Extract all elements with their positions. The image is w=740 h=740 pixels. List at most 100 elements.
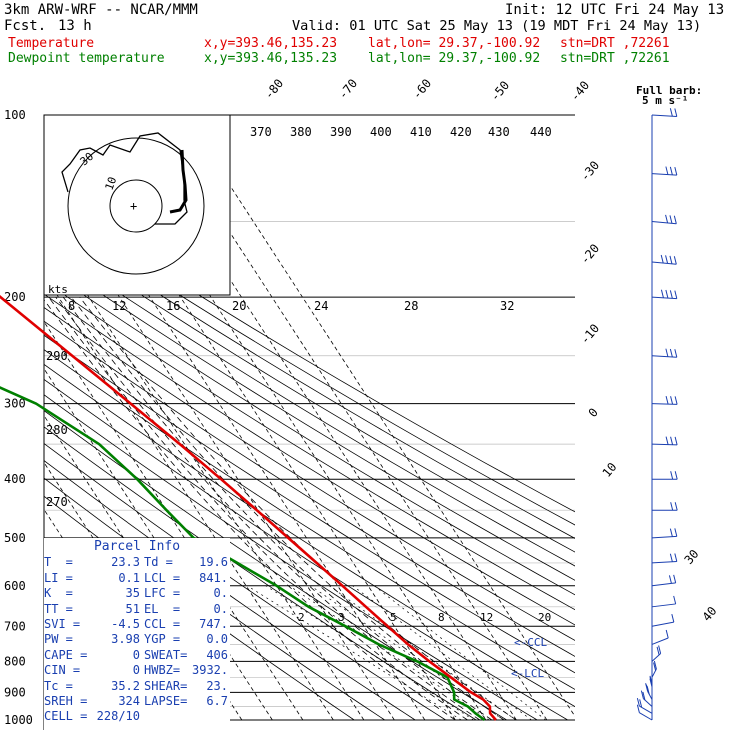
parcel-param-label: T = (44, 555, 73, 570)
moist-adiabat-line (55, 296, 481, 721)
hodograph-ring-outer (67, 137, 205, 275)
parcel-row: T = 23.3 Td = 19.6 (44, 555, 230, 570)
mixing-ratio-lower-label: 8 (438, 611, 445, 624)
wind-barb (636, 704, 653, 721)
dry-adiabat-line (44, 349, 575, 690)
hodograph-origin: + (130, 199, 137, 213)
isotherm-line (61, 115, 456, 721)
theta-left-label: 290 (46, 349, 68, 363)
parcel-row: CAPE = 0 SWEAT= 406 (44, 648, 230, 663)
isotherm-label: -10 (578, 321, 603, 347)
theta-label: 410 (410, 125, 432, 139)
mixing-ratio-lower-label: 12 (480, 611, 493, 624)
dry-adiabat-line (44, 363, 575, 708)
moist-adiabat-line (48, 296, 468, 721)
isotherm-label: -40 (568, 78, 593, 104)
parcel-param-value: 0.1 (118, 570, 140, 585)
temperature-latlon: lat,lon= 29.37,-100.92 (368, 36, 541, 51)
parcel-param-value: 6.7 (206, 694, 228, 709)
isotherm-line (92, 115, 487, 721)
dewpoint-profile (0, 386, 486, 722)
wind-barb (651, 254, 677, 265)
mixing-ratio-label: 32 (500, 299, 514, 313)
wind-barb (649, 675, 653, 693)
wind-barb (651, 595, 677, 608)
theta-label: 390 (330, 125, 352, 139)
mixing-ratio-line (247, 585, 462, 721)
mixing-ratio-labels: 8 12 16 20 24 28 322 3 5 8 12 20 (68, 299, 551, 624)
mixing-ratio-label: 8 (68, 299, 75, 313)
theta-label: 380 (290, 125, 312, 139)
pressure-label: 300 (4, 397, 26, 411)
temperature-line (0, 294, 497, 721)
dry-adiabat-line (44, 378, 568, 721)
isotherm-line (44, 180, 395, 721)
parcel-param-label: HWBZ= (144, 663, 181, 678)
dry-adiabat-line (44, 230, 575, 553)
parcel-param-label: SREH = (44, 694, 88, 709)
wind-barb (651, 436, 678, 446)
parcel-param-value: 747. (199, 617, 228, 632)
parcel-row: K = 35 LFC = 0. (44, 586, 230, 601)
pressure-label: 800 (4, 654, 26, 668)
parcel-row: SREH = 324 LAPSE= 6.7 (44, 694, 230, 709)
wind-barb (651, 553, 678, 564)
parcel-param-label: SHEAR= (144, 678, 188, 693)
mixing-ratio-line (373, 585, 547, 721)
dry-adiabat-line (44, 306, 575, 641)
isotherm-label: 10 (600, 460, 620, 480)
parcel-param-label: CELL = (44, 709, 88, 724)
temperature-stn: stn=DRT ,72261 (560, 36, 670, 51)
wind-barb (640, 690, 653, 707)
isotherm-label: 30 (682, 547, 702, 567)
theta-labels: 370 380 390 400 410 420 430 440 290 280 270 (46, 125, 552, 509)
mixing-ratio-line (352, 585, 532, 721)
pressure-label: 1000 (4, 713, 33, 727)
theta-label: 440 (530, 125, 552, 139)
pressure-label: 500 (4, 531, 26, 545)
parcel-param-label: LCL = (144, 570, 181, 585)
wind-barb (651, 528, 678, 539)
isotherm-line (44, 133, 426, 721)
parcel-param-label: SWEAT= (144, 647, 188, 662)
parcel-param-value: 0 (132, 663, 140, 678)
ccl-marker: <-CCL (514, 636, 547, 649)
pressure-labels: 100 200 300 400 500 600 700 800 900 1000 (4, 108, 33, 727)
parcel-param-value: 23.3 (111, 555, 140, 570)
dewpoint-latlon: lat,lon= 29.37,-100.92 (368, 51, 541, 66)
parcel-row: PW = 3.98 YGP = 0.0 (44, 632, 230, 647)
parcel-param-value: 324 (118, 694, 140, 709)
model-title: 3km ARW-WRF -- NCAR/MMM (4, 2, 198, 18)
hodograph-ring-inner (109, 179, 163, 233)
pressure-label: 200 (4, 290, 26, 304)
valid-time: Valid: 01 UTC Sat 25 May 13 (19 MDT Fri … (292, 18, 702, 34)
isotherm-line (44, 274, 334, 721)
parcel-param-value: 841. (199, 570, 228, 585)
parcel-param-value: 19.6 (199, 555, 228, 570)
dewpoint-stn: stn=DRT ,72261 (560, 51, 670, 66)
mixing-ratio-lower-label: 2 (298, 611, 305, 624)
dry-adiabat-line (44, 280, 575, 611)
mixing-ratio-line (329, 585, 517, 721)
parcel-param-label: K = (44, 586, 73, 601)
barb-legend-line2: 5 m s⁻¹ (642, 94, 688, 107)
isotherm-label: -20 (578, 241, 603, 267)
parcel-param-value: 23. (206, 678, 228, 693)
parcel-param-label: SVI = (44, 617, 81, 632)
mixing-ratio-label: 20 (232, 299, 246, 313)
parcel-info-title: Parcel Info (93, 539, 181, 554)
mixing-ratio-lower-label: 5 (390, 611, 397, 624)
pressure-label: 900 (4, 685, 26, 699)
pressure-label: 700 (4, 619, 26, 633)
parcel-param-label: LAPSE= (144, 694, 188, 709)
mixing-ratio-label: 12 (112, 299, 126, 313)
theta-left-label: 270 (46, 495, 68, 509)
parcel-param-label: YGP = (144, 632, 181, 647)
wind-barb (651, 613, 675, 627)
parcel-row: Tc = 35.2 SHEAR= 23. (44, 679, 230, 694)
parcel-param-value: -4.5 (111, 617, 140, 632)
isotherm-line (183, 115, 575, 718)
isotherm-label: -70 (336, 76, 361, 102)
parcel-info-panel: Parcel Info T = 23.3 Td = 19.6 LI = 0.1 LCL = 8… (44, 538, 230, 738)
wind-barb (645, 683, 653, 700)
